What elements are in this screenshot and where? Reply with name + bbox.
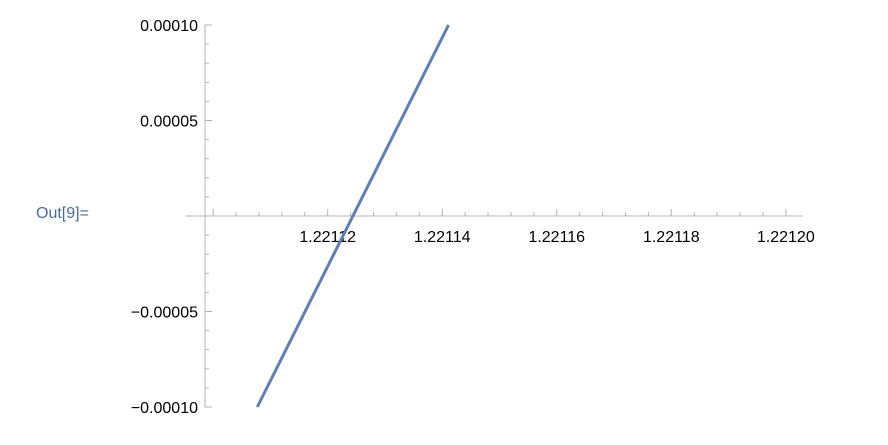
tick-labels: 0.00010 0.00005 −0.00005 −0.00010 1.22112 1.2… bbox=[131, 18, 815, 417]
y-tick-label: 0.00005 bbox=[140, 114, 198, 131]
y-tick-label: −0.00010 bbox=[131, 400, 198, 417]
ticks bbox=[205, 24, 787, 408]
y-tick-label: 0.00010 bbox=[140, 18, 198, 35]
x-tick-label: 1.22112 bbox=[299, 229, 356, 246]
output-cell-label: Out[9]= bbox=[36, 205, 89, 222]
axes bbox=[186, 25, 803, 407]
x-tick-label: 1.22116 bbox=[528, 229, 585, 246]
x-tick-label: 1.22118 bbox=[643, 229, 700, 246]
series-line bbox=[255, 24, 450, 408]
x-tick-label: 1.22114 bbox=[414, 229, 471, 246]
y-tick-label: −0.00005 bbox=[131, 305, 198, 322]
series-group bbox=[255, 24, 450, 408]
x-tick-label: 1.22120 bbox=[757, 229, 815, 246]
